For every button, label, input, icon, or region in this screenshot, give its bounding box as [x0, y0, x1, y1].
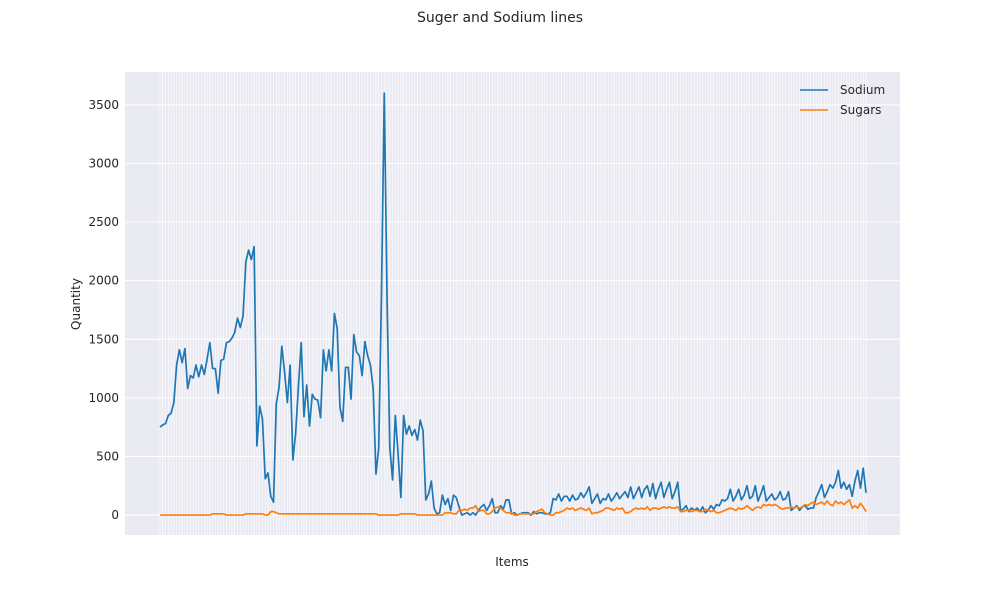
y-tick-label: 0: [111, 508, 119, 522]
y-tick-label: 1500: [88, 332, 119, 346]
chart-title: Suger and Sodium lines: [416, 10, 583, 26]
series-lines: [159, 92, 867, 516]
y-tick-label: 3000: [88, 156, 119, 170]
y-tick-labels: 0 500 1000 1500 2000 2500 3000 3500: [88, 98, 119, 522]
plot-area: [125, 72, 900, 535]
legend-label-sugars: Sugars: [840, 103, 881, 117]
y-tick-label: 500: [96, 449, 119, 463]
series-line-sugars: [160, 498, 867, 516]
y-tick-label: 2500: [88, 215, 119, 229]
x-gridlines: [159, 72, 867, 535]
y-gridlines: [125, 104, 900, 516]
y-axis-label: Quantity: [69, 278, 83, 330]
legend-label-sodium: Sodium: [840, 83, 885, 97]
y-tick-label: 3500: [88, 98, 119, 112]
y-tick-label: 1000: [88, 391, 119, 405]
legend: Sodium Sugars: [800, 83, 885, 117]
y-tick-label: 2000: [88, 274, 119, 288]
x-axis-label: Items: [495, 555, 529, 569]
